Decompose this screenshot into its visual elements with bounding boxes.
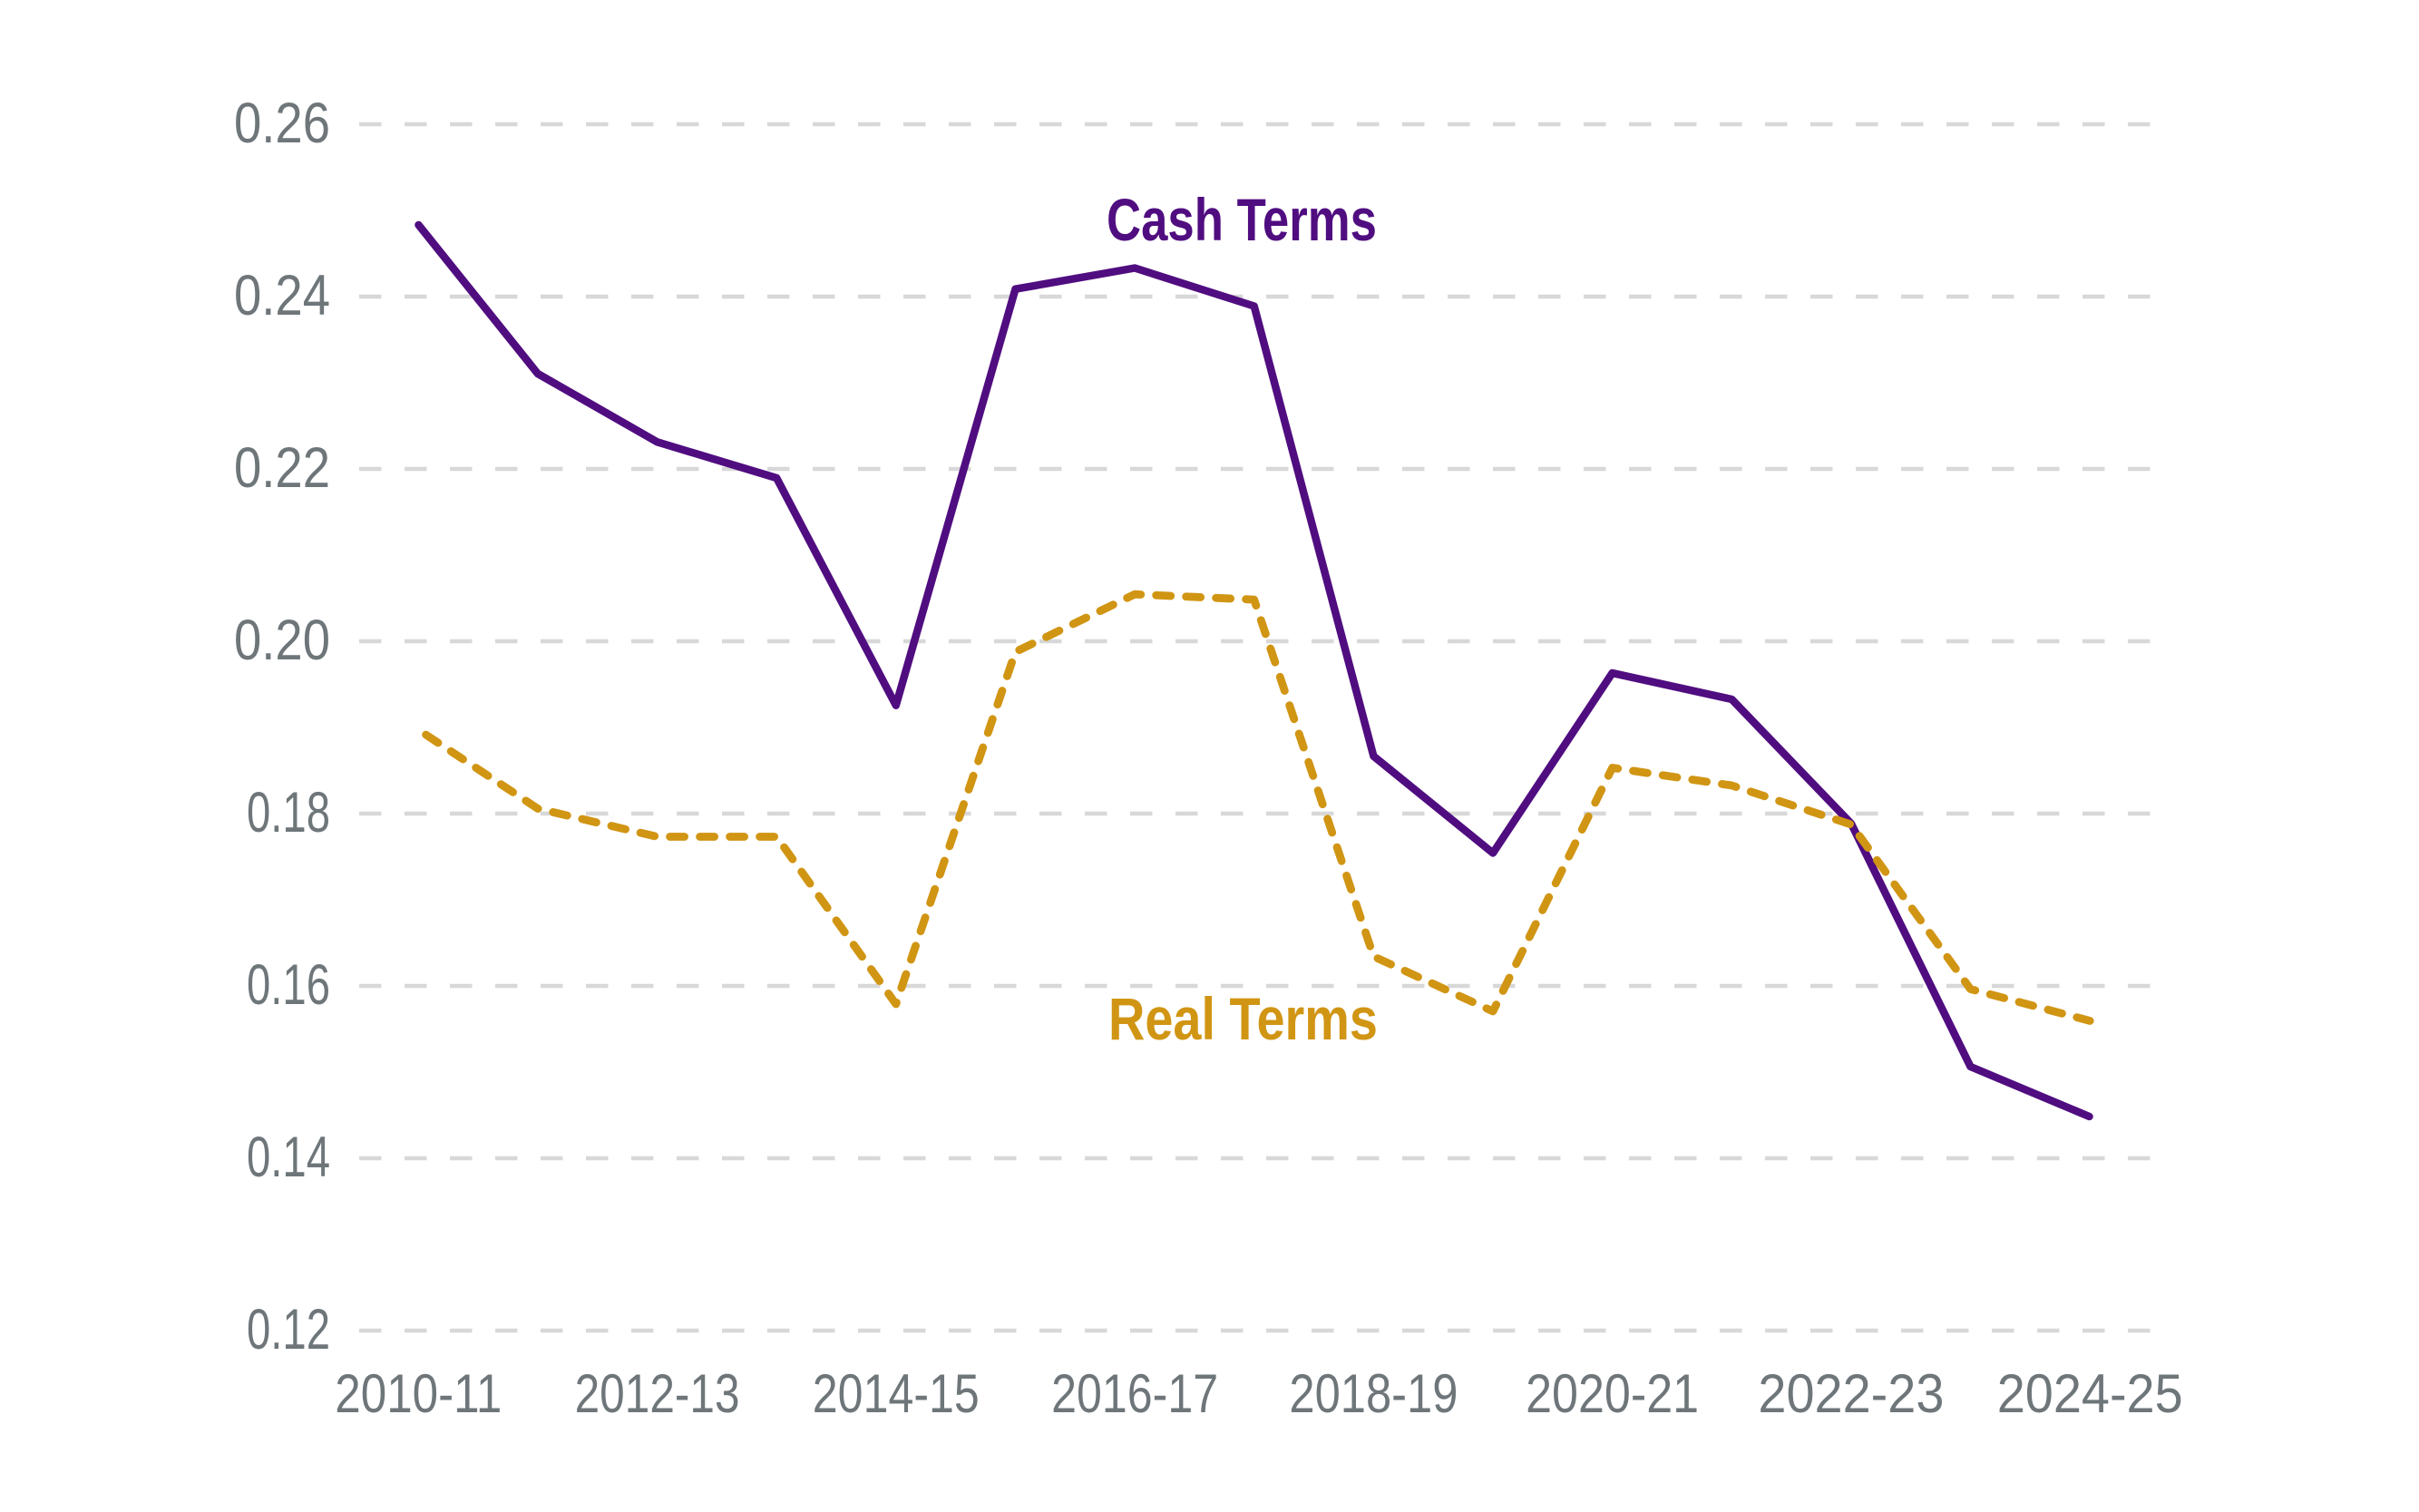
svg-text:2012-13: 2012-13: [575, 1363, 740, 1424]
svg-text:0.26: 0.26: [234, 92, 330, 155]
svg-text:2014-15: 2014-15: [813, 1363, 980, 1424]
svg-text:0.20: 0.20: [234, 609, 330, 672]
svg-text:2010-11: 2010-11: [335, 1363, 502, 1424]
svg-text:Real Terms: Real Terms: [1108, 985, 1378, 1052]
svg-text:2024-25: 2024-25: [1997, 1363, 2183, 1424]
svg-text:2022-23: 2022-23: [1758, 1363, 1944, 1424]
svg-text:2018-19: 2018-19: [1289, 1363, 1458, 1424]
svg-text:0.22: 0.22: [234, 436, 330, 500]
svg-text:0.24: 0.24: [234, 264, 330, 327]
svg-text:0.18: 0.18: [247, 781, 330, 844]
svg-text:2016-17: 2016-17: [1051, 1363, 1218, 1424]
svg-text:2020-21: 2020-21: [1526, 1363, 1699, 1424]
svg-text:Cash Terms: Cash Terms: [1107, 186, 1377, 253]
svg-text:0.12: 0.12: [247, 1298, 330, 1361]
svg-text:0.14: 0.14: [247, 1126, 330, 1189]
svg-text:0.16: 0.16: [247, 953, 330, 1017]
